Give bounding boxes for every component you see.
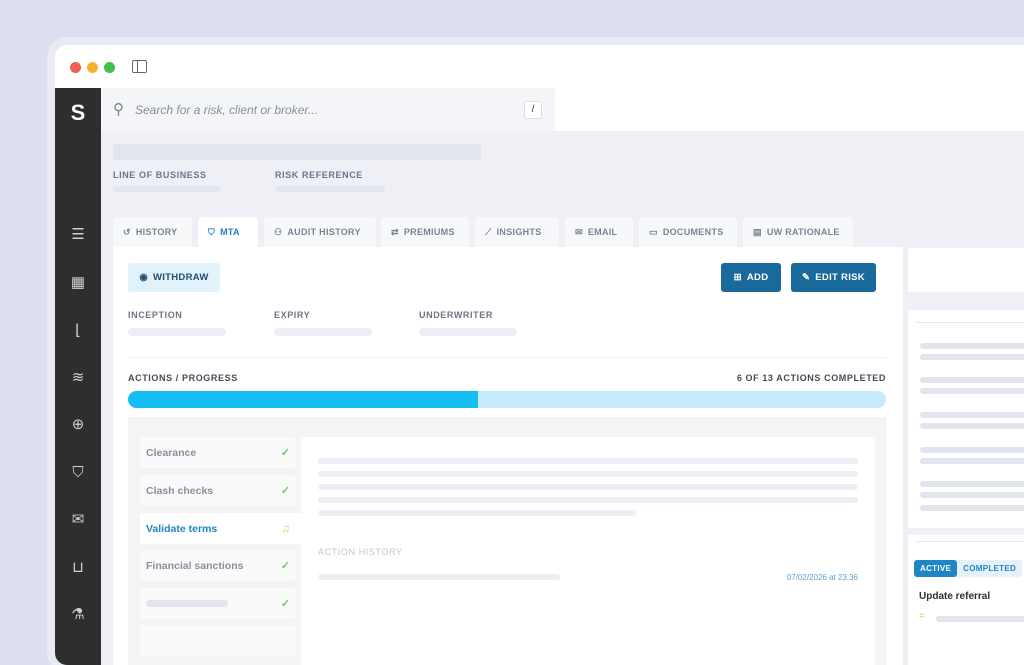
list-icon[interactable]: ☰	[71, 226, 85, 243]
line-of-business-label: LINE OF BUSINESS	[113, 170, 207, 180]
pencil-icon: ✎	[802, 272, 811, 283]
chart-icon: ⟋	[485, 226, 492, 237]
mta-panel: ◉ WITHDRAW ⊞ ADD ✎ EDIT RISK INCEPTION EXPI…	[113, 247, 903, 665]
tab-email[interactable]: ✉ EMAIL	[565, 217, 633, 247]
action-item-financial-sanctions[interactable]: Financial sanctions ✓	[140, 550, 296, 581]
app-window: S ☰ ▦ ⌊ ≋ ⊕ ⛉ ✉ ⊔ ⚗ ⚲ Search for a risk,…	[55, 45, 1024, 665]
search-bar[interactable]: ⚲ Search for a risk, client or broker...…	[101, 88, 555, 131]
users-icon: ⚇	[274, 226, 283, 237]
search-input[interactable]: Search for a risk, client or broker...	[135, 103, 318, 117]
calendar-icon[interactable]: ▦	[70, 274, 86, 291]
tab-mta[interactable]: ⛉ MTA	[198, 217, 258, 247]
minimize-window-button[interactable]	[87, 62, 98, 73]
progress-fill	[128, 391, 478, 408]
tab-completed[interactable]: COMPLETED	[963, 564, 1017, 573]
microscope-icon[interactable]: ⚗	[71, 606, 85, 623]
tab-premiums[interactable]: ⇄ PREMIUMS	[381, 217, 469, 247]
maximize-window-button[interactable]	[104, 62, 115, 73]
tab-history[interactable]: ↺ HISTORY	[113, 217, 192, 247]
action-history-label: ACTION HISTORY	[318, 547, 403, 557]
withdraw-button[interactable]: ◉ WITHDRAW	[128, 263, 220, 292]
actions-area: Clearance ✓ Clash checks ✓ Validate terms ♫…	[128, 417, 886, 665]
check-icon: ✓	[280, 598, 290, 610]
history-timestamp: 07/02/2026 at 23:36	[786, 573, 858, 582]
progress-status: 6 OF 13 ACTIONS COMPLETED	[736, 373, 886, 383]
mail-icon[interactable]: ✉	[71, 511, 85, 528]
progress-bar	[128, 391, 886, 408]
swap-icon: ⇄	[391, 226, 399, 237]
right-card-summary	[908, 310, 1024, 528]
document-icon: ▤	[753, 226, 762, 237]
risk-reference-label: RISK REFERENCE	[275, 170, 363, 180]
mail-icon: ✉	[575, 226, 583, 237]
inception-label: INCEPTION	[128, 310, 183, 320]
check-icon: ✓	[280, 485, 290, 497]
action-detail: ACTION HISTORY 07/02/2026 at 23:36	[301, 437, 875, 665]
tab-documents[interactable]: ▭ DOCUMENTS	[639, 217, 737, 247]
play-circle-icon: ◉	[139, 272, 148, 283]
right-card-top	[908, 248, 1024, 292]
sidebar: S ☰ ▦ ⌊ ≋ ⊕ ⛉ ✉ ⊔ ⚗	[55, 88, 101, 665]
tab-uw-rationale[interactable]: ▤ UW RATIONALE	[743, 217, 853, 247]
shield-icon[interactable]: ⛉	[72, 464, 84, 481]
close-window-button[interactable]	[70, 62, 81, 73]
task-title: Update referral	[919, 591, 991, 602]
right-card-tasks: ACTIVE COMPLETED Update referral =	[908, 535, 1024, 665]
progress-label: ACTIONS / PROGRESS	[128, 373, 238, 383]
sidebar-toggle-icon[interactable]	[132, 60, 147, 73]
action-item[interactable]	[140, 625, 296, 656]
shortcut-hint: /	[524, 101, 542, 119]
expiry-label: EXPIRY	[274, 310, 311, 320]
history-icon: ↺	[123, 226, 131, 237]
add-button[interactable]: ⊞ ADD	[721, 263, 781, 292]
add-icon: ⊞	[733, 272, 742, 283]
tab-active[interactable]: ACTIVE	[914, 560, 958, 577]
tab-audit-history[interactable]: ⚇ AUDIT HISTORY	[264, 217, 376, 247]
plus-circle-icon[interactable]: ⊕	[71, 416, 85, 433]
check-icon: ✓	[280, 560, 290, 572]
bell-icon: ♫	[281, 522, 290, 535]
action-item[interactable]: ✓	[140, 588, 296, 619]
chart-icon[interactable]: ⌊	[75, 322, 81, 339]
action-item-clearance[interactable]: Clearance ✓	[140, 437, 296, 468]
logo-icon: S	[70, 100, 86, 125]
coins-icon[interactable]: ≋	[71, 369, 85, 386]
priority-icon: =	[919, 611, 925, 622]
search-icon: ⚲	[113, 101, 124, 118]
tab-insights[interactable]: ⟋ INSIGHTS	[475, 217, 559, 247]
action-item-validate-terms[interactable]: Validate terms ♫	[140, 513, 302, 544]
risk-title-skeleton	[113, 144, 481, 160]
shield-check-icon: ⛉	[208, 226, 216, 237]
inbox-icon[interactable]: ⊔	[72, 559, 84, 576]
check-icon: ✓	[280, 447, 290, 459]
underwriter-label: UNDERWRITER	[419, 310, 493, 320]
action-item-clash-checks[interactable]: Clash checks ✓	[140, 475, 296, 506]
folder-icon: ▭	[649, 226, 658, 237]
edit-risk-button[interactable]: ✎ EDIT RISK	[791, 263, 876, 292]
